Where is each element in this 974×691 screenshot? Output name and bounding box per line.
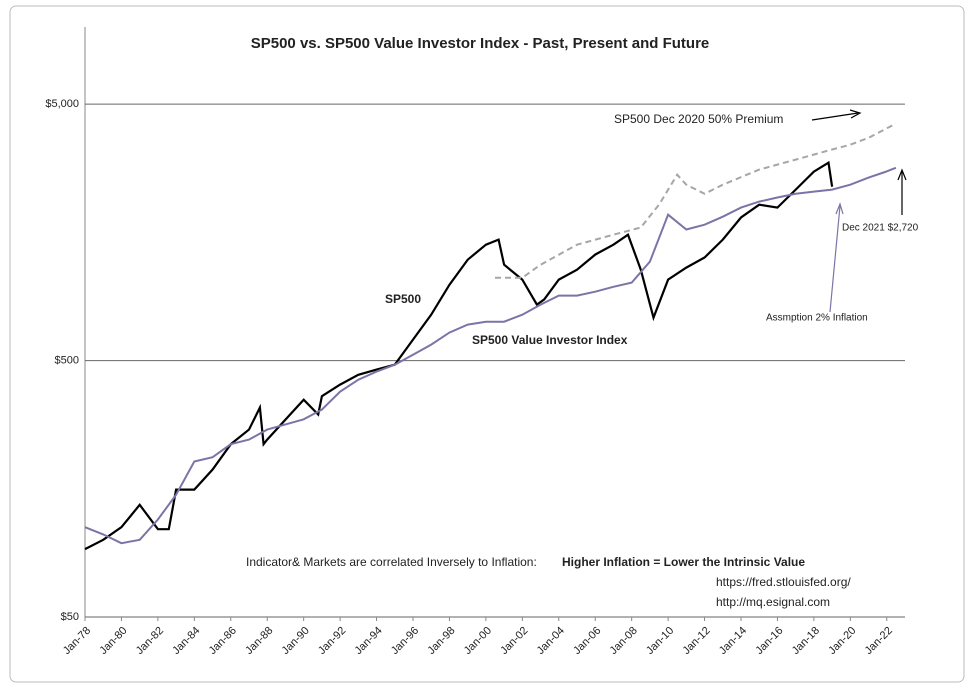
arrow-head <box>835 202 844 215</box>
annotation: Dec 2021 $2,720 <box>842 223 919 234</box>
y-tick-label: $50 <box>61 611 79 623</box>
series-label: SP500 Dec 2020 50% Premium <box>614 112 783 126</box>
annotation: Higher Inflation = Lower the Intrinsic V… <box>562 555 805 569</box>
series-line <box>84 160 834 551</box>
annotation: https://fred.stlouisfed.org/ <box>716 575 851 589</box>
series-line <box>495 122 897 279</box>
arrow <box>811 112 859 121</box>
arrow-head <box>849 109 862 119</box>
chart-title: SP500 vs. SP500 Value Investor Index - P… <box>251 35 710 52</box>
annotation: http://mq.esignal.com <box>716 595 830 609</box>
annotation: Assmption 2% Inflation <box>766 313 868 324</box>
arrows <box>811 109 907 313</box>
y-tick-label: $5,000 <box>45 98 79 110</box>
series-label: SP500 Value Investor Index <box>472 333 628 347</box>
series-line <box>84 166 897 545</box>
y-tick-label: $500 <box>55 354 79 366</box>
arrow-head <box>897 168 907 181</box>
frame <box>9 5 965 683</box>
annotation: Indicator& Markets are correlated Invers… <box>246 555 537 569</box>
series-label: SP500 <box>385 292 421 306</box>
arrow <box>829 205 841 313</box>
